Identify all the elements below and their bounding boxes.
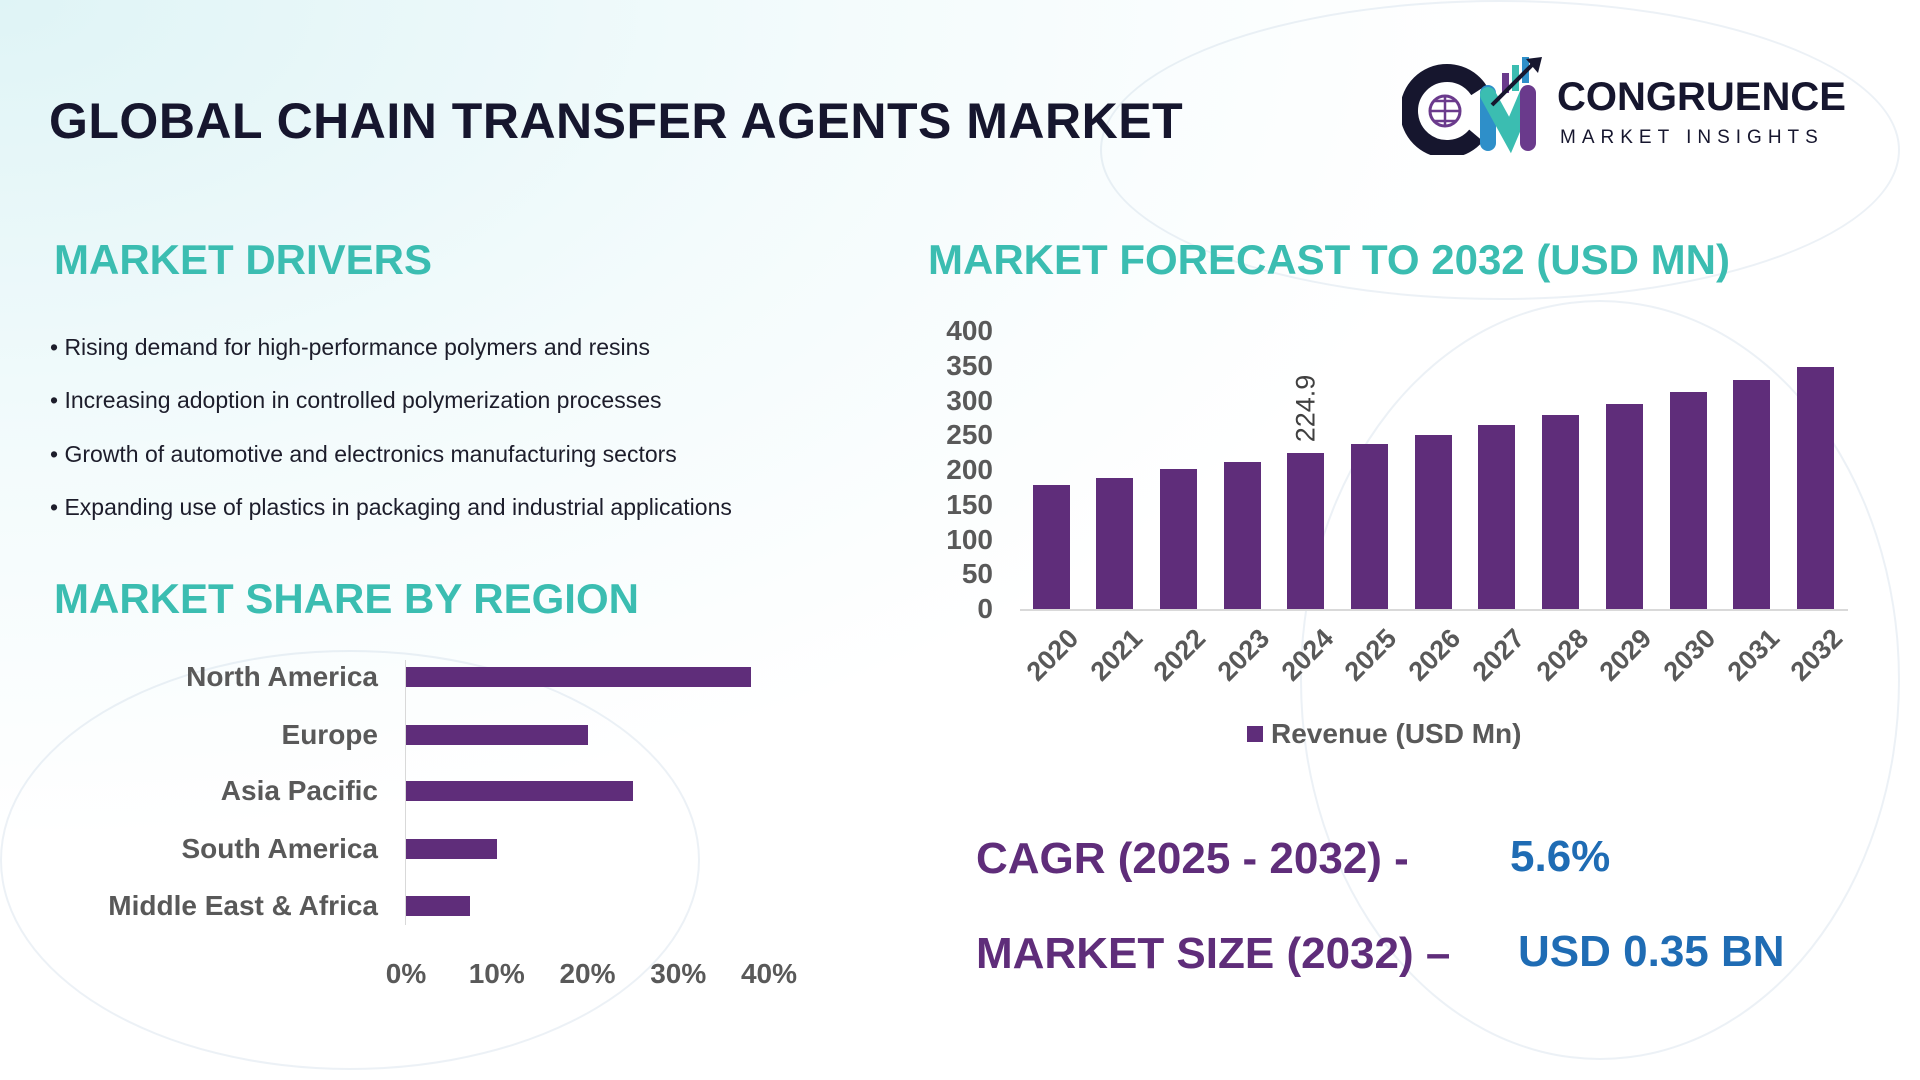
forecast-bar — [1796, 367, 1834, 609]
logo-name: CONGRUENCE — [1557, 75, 1846, 119]
region-axis-line — [405, 660, 406, 925]
forecast-axis-line — [1020, 609, 1848, 611]
market-size-label: MARKET SIZE (2032) – — [976, 929, 1451, 978]
region-x-tick: 30% — [650, 958, 707, 989]
logo-tagline: MARKET INSIGHTS — [1560, 127, 1824, 148]
region-label: Middle East & Africa — [108, 890, 378, 921]
region-bar — [406, 667, 751, 687]
y-tick: 200 — [946, 454, 993, 485]
forecast-bar — [1159, 469, 1197, 609]
forecast-bar — [1669, 392, 1707, 609]
region-bar — [406, 839, 497, 859]
forecast-bar — [1351, 443, 1388, 609]
driver-item: • Growth of automotive and electronics m… — [50, 441, 677, 467]
logo-mark-icon — [1400, 57, 1542, 158]
driver-item: • Expanding use of plastics in packaging… — [50, 494, 732, 520]
forecast-bar — [1223, 461, 1261, 609]
forecast-bar — [1287, 452, 1325, 609]
y-tick: 50 — [961, 558, 993, 590]
driver-item: • Increasing adoption in controlled poly… — [50, 387, 662, 413]
forecast-bar — [1478, 424, 1516, 609]
forecast-bar — [1096, 477, 1134, 609]
region-label: Asia Pacific — [220, 775, 378, 806]
data-label: 224.9 — [1290, 374, 1321, 442]
forecast-bar — [1733, 380, 1771, 609]
y-tick: 100 — [946, 523, 993, 555]
forecast-bar — [1032, 485, 1070, 609]
background-wave — [0, 650, 700, 1070]
logo: CONGRUENCE MARKET INSIGHTS — [1400, 55, 1872, 158]
x-tick-label: 2020 — [1020, 623, 1085, 687]
x-tick-label: 2022 — [1147, 623, 1212, 687]
y-tick: 300 — [946, 384, 993, 416]
driver-item: • Rising demand for high-performance pol… — [50, 334, 650, 360]
region-label: Europe — [281, 719, 378, 750]
legend-swatch — [1247, 726, 1263, 742]
y-tick: 0 — [977, 593, 993, 624]
cagr-value: 5.6% — [1510, 832, 1611, 881]
region-label: North America — [186, 661, 378, 692]
background-wave — [1100, 0, 1900, 300]
forecast-bar — [1414, 434, 1452, 609]
cagr-label: CAGR (2025 - 2032) - — [976, 834, 1409, 883]
market-size-value: USD 0.35 BN — [1518, 927, 1785, 976]
region-bar — [406, 725, 588, 745]
y-tick: 250 — [946, 419, 993, 451]
legend-label: Revenue (USD Mn) — [1271, 718, 1522, 749]
x-tick-label: 2023 — [1211, 623, 1276, 687]
region-x-tick: 40% — [740, 958, 798, 989]
background-wave — [1300, 300, 1900, 1060]
forecast-chart-title: MARKET FORECAST TO 2032 (USD MN) — [928, 236, 1730, 283]
region-x-tick: 10% — [468, 958, 525, 989]
x-tick-label: 2021 — [1084, 623, 1148, 687]
forecast-bar — [1542, 414, 1580, 609]
region-bar — [406, 781, 633, 801]
y-tick: 350 — [946, 349, 993, 381]
drivers-title: MARKET DRIVERS — [54, 236, 433, 283]
y-tick: 400 — [946, 315, 993, 346]
y-tick: 150 — [946, 488, 993, 520]
page-title: GLOBAL CHAIN TRANSFER AGENTS MARKET — [49, 93, 1184, 149]
legend: Revenue (USD Mn) — [1247, 718, 1521, 750]
forecast-bar — [1605, 403, 1643, 609]
region-chart-title: MARKET SHARE BY REGION — [54, 575, 639, 622]
region-x-tick: 20% — [559, 958, 616, 989]
region-x-tick: 0% — [385, 958, 427, 989]
region-bar — [406, 896, 470, 916]
region-label: South America — [181, 833, 378, 864]
